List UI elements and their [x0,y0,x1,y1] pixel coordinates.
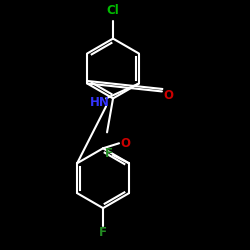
Text: O: O [120,137,130,150]
Text: Cl: Cl [107,4,120,17]
Text: F: F [99,226,107,238]
Text: HN: HN [90,96,110,109]
Text: O: O [163,89,173,102]
Text: F: F [105,147,113,160]
